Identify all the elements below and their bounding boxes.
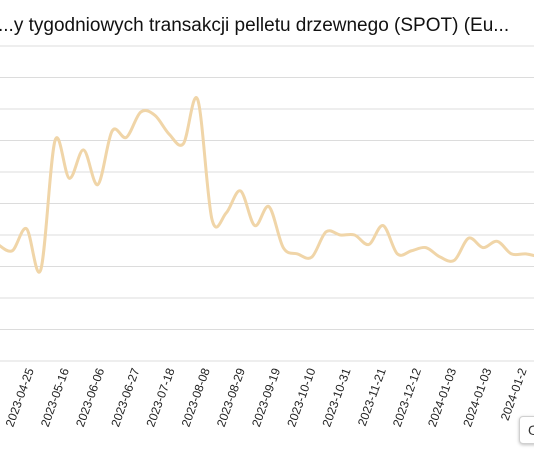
x-tick-label: 2024-01-03 [425, 366, 459, 429]
badge-label: O [528, 422, 534, 438]
chart-title: ...y tygodniowych transakcji pelletu drz… [0, 15, 509, 36]
series-line [0, 96, 534, 274]
x-tick-label: 2023-05-16 [38, 366, 72, 429]
x-tick-label: 2023-12-12 [390, 366, 424, 429]
x-tick-label: 2023-09-19 [249, 366, 283, 429]
x-tick-label: 2024-01-2 [498, 366, 530, 423]
x-tick-label: 2023-06-06 [73, 366, 107, 429]
x-tick-label: 2023-10-31 [319, 366, 353, 429]
x-tick-label: 2023-08-29 [214, 366, 248, 429]
overflow-badge[interactable]: O [519, 416, 534, 444]
x-tick-label: 2023-06-27 [108, 366, 142, 429]
x-tick-label: 2023-08-08 [179, 366, 213, 429]
x-tick-label: 2024-01-03 [460, 366, 494, 429]
x-tick-label: 2023-07-18 [143, 366, 177, 429]
x-tick-label: 2023-11-21 [355, 366, 389, 428]
gridlines [0, 45, 534, 362]
x-tick-label: 2023-10-10 [284, 366, 318, 429]
x-axis-ticks: 2023-04-25 2023-05-16 2023-06-06 2023-06-27… [3, 366, 530, 429]
x-tick-label: 2023-04-25 [3, 366, 37, 429]
